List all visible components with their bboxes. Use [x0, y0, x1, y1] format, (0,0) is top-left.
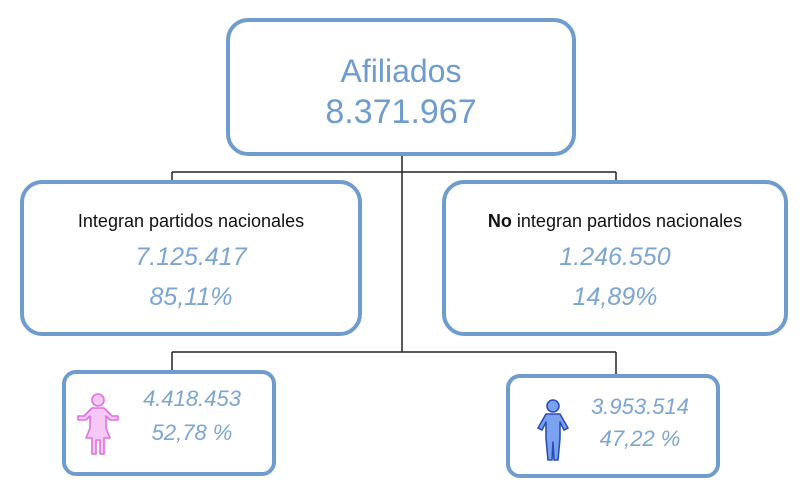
affiliates-total-box: Afiliados 8.371.967: [226, 18, 576, 156]
male-value: 3.953.514: [591, 394, 689, 419]
female-figure-icon: [76, 392, 120, 463]
non-national-parties-label: No integran partidos nacionales: [446, 210, 784, 232]
non-national-parties-label-rest: integran partidos nacionales: [511, 211, 743, 231]
female-percent: 52,78 %: [151, 420, 233, 445]
female-box: 4.418.453 52,78 %: [62, 370, 276, 476]
male-percent: 47,22 %: [599, 426, 681, 451]
national-parties-percent: 85,11%: [149, 283, 233, 311]
female-value: 4.418.453: [143, 386, 241, 411]
affiliates-title: Afiliados: [340, 53, 462, 89]
national-parties-value: 7.125.417: [135, 243, 247, 271]
non-national-parties-percent: 14,89%: [572, 283, 658, 311]
national-parties-box: Integran partidos nacionales 7.125.417 8…: [20, 180, 362, 336]
male-box: 3.953.514 47,22 %: [506, 374, 720, 478]
no-bold-label: No: [487, 211, 512, 231]
affiliates-total-value: 8.371.967: [325, 93, 477, 131]
male-figure-icon: [534, 398, 572, 467]
non-national-parties-value: 1.246.550: [559, 243, 671, 271]
national-parties-label: Integran partidos nacionales: [77, 211, 305, 231]
non-national-parties-box: No integran partidos nacionales 1.246.55…: [442, 180, 788, 336]
